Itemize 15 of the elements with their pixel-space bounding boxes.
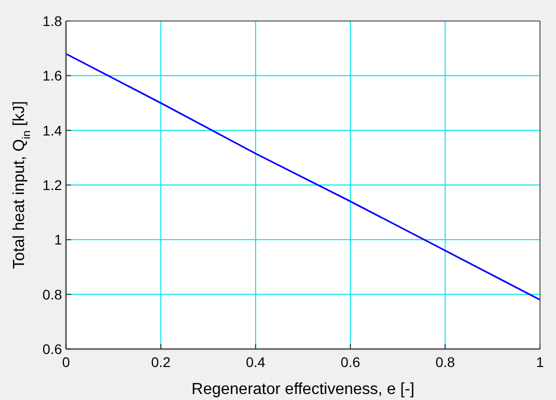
y-tick-label: 1.8 (42, 13, 62, 29)
x-tick-label: 0 (62, 354, 70, 370)
x-tick-label: 0.6 (340, 354, 360, 370)
x-axis-title: Regenerator effectiveness, e [-] (192, 381, 414, 398)
y-tick-label: 0.6 (42, 341, 62, 357)
y-tick-label: 0.8 (42, 286, 62, 302)
x-tick-label: 1 (536, 354, 544, 370)
y-tick-label: 1.4 (42, 122, 62, 138)
x-tick-label: 0.8 (435, 354, 456, 370)
y-tick-label: 1 (54, 232, 62, 248)
y-tick-label: 1.2 (42, 177, 62, 193)
y-tick-label: 1.6 (42, 68, 62, 84)
x-tick-label: 0.4 (246, 354, 266, 370)
line-series (65, 53, 541, 301)
x-tick-label: 0.2 (151, 354, 171, 370)
